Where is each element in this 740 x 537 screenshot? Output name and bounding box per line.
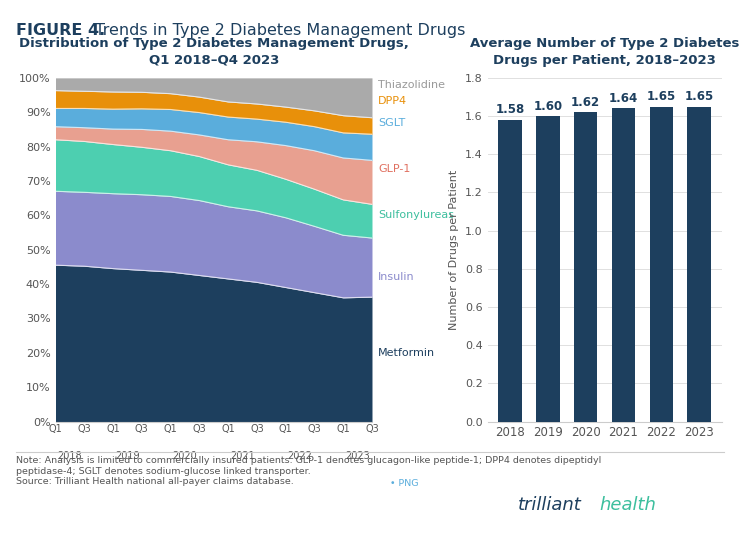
Text: 2023: 2023 bbox=[346, 451, 370, 461]
Text: Note: Analysis is limited to commercially insured patients. GLP-1 denotes glucag: Note: Analysis is limited to commerciall… bbox=[16, 456, 602, 486]
Bar bbox=[650, 106, 673, 422]
Text: 1.62: 1.62 bbox=[571, 96, 600, 109]
Text: 2022: 2022 bbox=[288, 451, 312, 461]
Title: Distribution of Type 2 Diabetes Management Drugs,
Q1 2018–Q4 2023: Distribution of Type 2 Diabetes Manageme… bbox=[18, 37, 408, 67]
Text: SGLT: SGLT bbox=[378, 118, 406, 128]
Text: GLP-1: GLP-1 bbox=[378, 164, 411, 174]
Text: DPP4: DPP4 bbox=[378, 96, 408, 106]
Text: 1.65: 1.65 bbox=[684, 90, 714, 103]
Title: Average Number of Type 2 Diabetes
Drugs per Patient, 2018–2023: Average Number of Type 2 Diabetes Drugs … bbox=[470, 37, 739, 67]
Text: Sulfonylureas: Sulfonylureas bbox=[378, 211, 454, 220]
Bar bbox=[536, 116, 559, 422]
Bar bbox=[612, 108, 635, 422]
Text: 2018: 2018 bbox=[58, 451, 82, 461]
Bar bbox=[687, 106, 711, 422]
Text: health: health bbox=[599, 496, 656, 514]
Text: Insulin: Insulin bbox=[378, 272, 415, 282]
Text: 1.64: 1.64 bbox=[609, 92, 638, 105]
Bar bbox=[574, 112, 597, 422]
Y-axis label: Number of Drugs per Patient: Number of Drugs per Patient bbox=[449, 170, 460, 330]
Text: 2021: 2021 bbox=[230, 451, 255, 461]
Text: Trends in Type 2 Diabetes Management Drugs: Trends in Type 2 Diabetes Management Dru… bbox=[90, 23, 465, 38]
Text: FIGURE 4.: FIGURE 4. bbox=[16, 23, 106, 38]
Text: • PNG: • PNG bbox=[390, 479, 419, 488]
Text: Thiazolidine: Thiazolidine bbox=[378, 81, 445, 90]
Text: trilliant: trilliant bbox=[518, 496, 582, 514]
Bar bbox=[498, 120, 522, 422]
Text: 2020: 2020 bbox=[172, 451, 198, 461]
Text: 1.65: 1.65 bbox=[647, 90, 676, 103]
Text: 2019: 2019 bbox=[115, 451, 140, 461]
Text: 1.60: 1.60 bbox=[534, 100, 562, 113]
Text: 1.58: 1.58 bbox=[495, 104, 525, 117]
Text: Metformin: Metformin bbox=[378, 348, 435, 358]
